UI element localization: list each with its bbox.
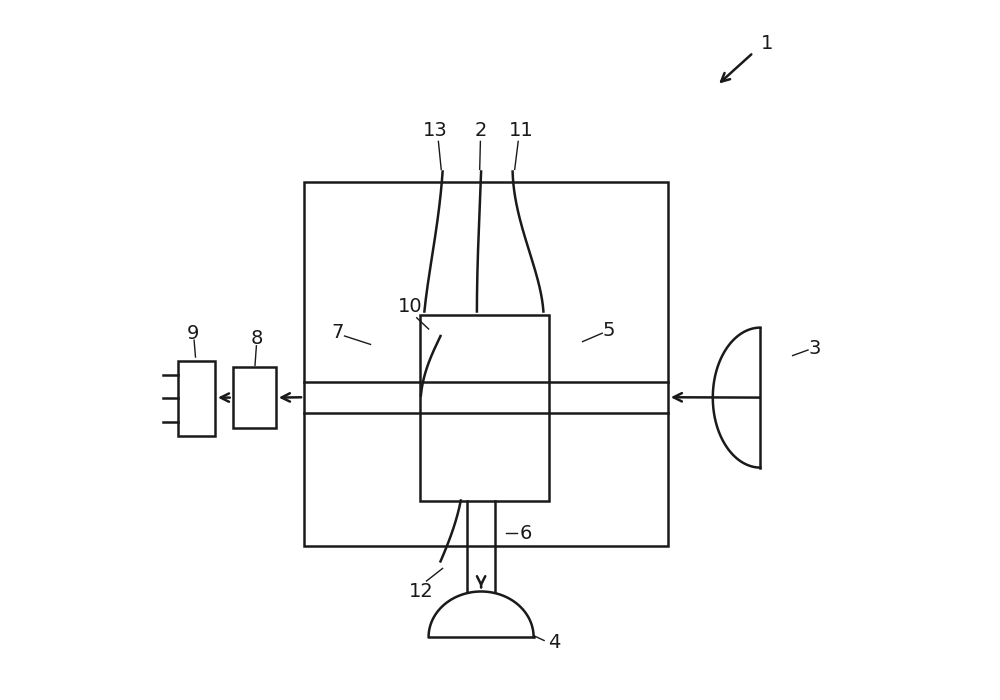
Text: 6: 6 [520,524,532,543]
Text: 7: 7 [331,323,344,342]
Text: 3: 3 [809,339,821,358]
Text: 8: 8 [250,329,263,349]
Text: 4: 4 [548,633,560,652]
Text: 10: 10 [398,298,423,316]
Text: 12: 12 [409,582,434,601]
Bar [233,367,276,428]
Bar [420,315,549,500]
Bar [178,360,215,436]
Text: 13: 13 [423,121,448,140]
Text: 5: 5 [602,321,615,340]
Text: 9: 9 [187,323,200,343]
Text: 2: 2 [475,121,487,140]
Text: 1: 1 [761,34,774,53]
Bar [304,182,668,546]
Text: 11: 11 [509,121,533,140]
